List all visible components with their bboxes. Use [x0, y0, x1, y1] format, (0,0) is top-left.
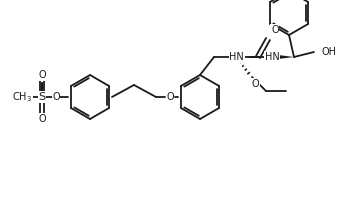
Text: O: O — [38, 114, 46, 124]
Polygon shape — [280, 55, 294, 59]
Text: CH$_3$: CH$_3$ — [12, 90, 32, 104]
Text: O: O — [52, 92, 60, 102]
Text: HN: HN — [229, 52, 244, 62]
Text: O: O — [166, 92, 174, 102]
Text: HN: HN — [265, 52, 280, 62]
Text: O: O — [252, 79, 260, 89]
Text: S: S — [39, 92, 46, 102]
Text: OH: OH — [322, 47, 337, 57]
Text: O: O — [271, 25, 278, 35]
Text: O: O — [38, 70, 46, 80]
